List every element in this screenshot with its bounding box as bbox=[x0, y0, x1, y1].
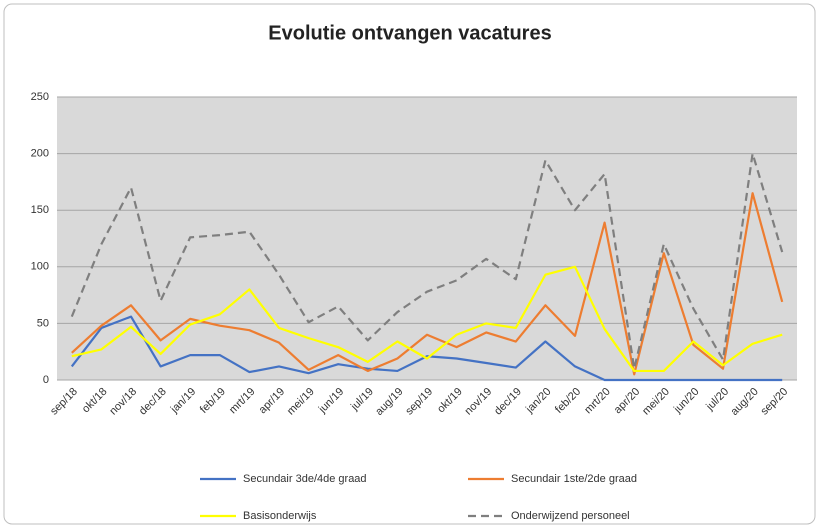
series-line bbox=[70, 315, 783, 382]
legend-label: Basisonderwijs bbox=[243, 510, 317, 522]
y-tick-label: 150 bbox=[31, 204, 49, 216]
y-tick-label: 50 bbox=[37, 317, 49, 329]
chart-title: Evolutie ontvangen vacatures bbox=[268, 22, 551, 44]
y-tick-label: 0 bbox=[43, 374, 49, 386]
plot-area bbox=[57, 97, 797, 380]
y-tick-label: 100 bbox=[31, 261, 49, 273]
series-line bbox=[70, 152, 784, 370]
legend-label: Secundair 3de/4de graad bbox=[243, 473, 367, 485]
y-tick-label: 250 bbox=[31, 91, 49, 103]
y-tick-label: 200 bbox=[31, 148, 49, 160]
series-line bbox=[71, 192, 784, 376]
series-line bbox=[71, 265, 783, 373]
legend-label: Onderwijzend personeel bbox=[511, 510, 630, 522]
legend-label: Secundair 1ste/2de graad bbox=[511, 473, 637, 485]
